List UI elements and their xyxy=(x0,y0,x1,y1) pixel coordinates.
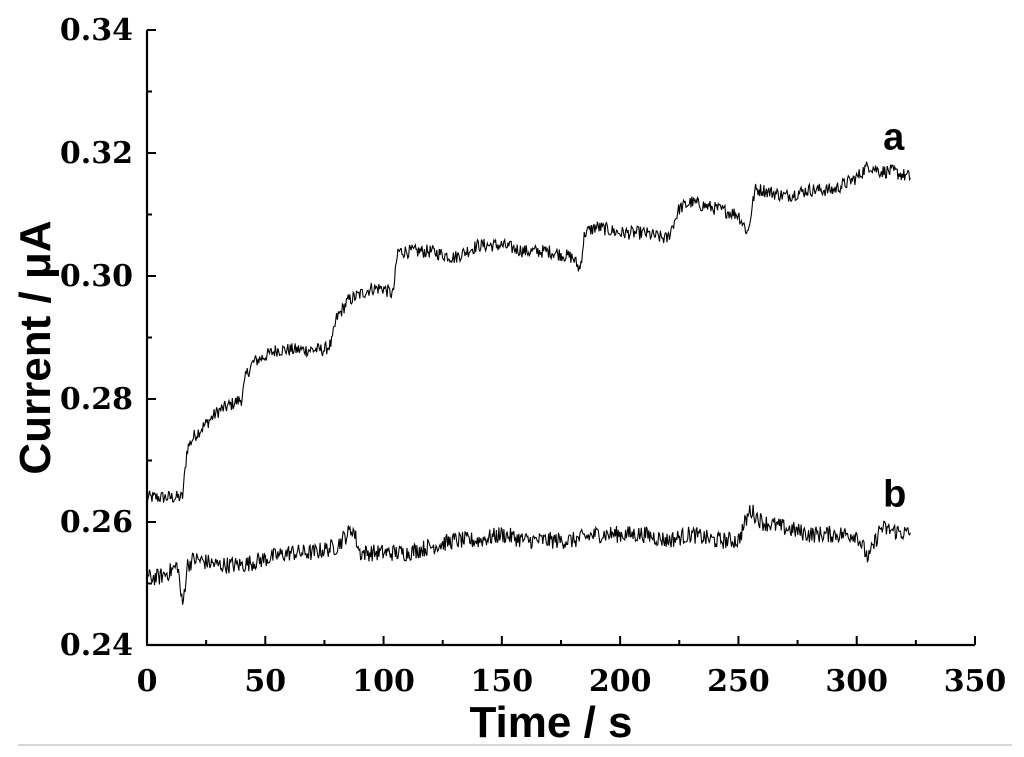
series-line-a xyxy=(146,161,911,503)
x-tick-label: 50 xyxy=(244,664,286,699)
x-tick-label: 100 xyxy=(352,664,415,699)
y-tick-label: 0.34 xyxy=(60,13,133,48)
series-label-b: b xyxy=(883,473,906,515)
y-tick-label: 0.32 xyxy=(60,136,133,171)
x-tick-label: 200 xyxy=(589,664,652,699)
x-tick-label: 300 xyxy=(825,664,888,699)
y-tick-label: 0.28 xyxy=(60,382,133,417)
x-axis-title: Time / s xyxy=(469,698,632,747)
series-label-a: a xyxy=(883,117,905,159)
series-line-b xyxy=(146,504,911,605)
y-tick-label: 0.24 xyxy=(60,628,133,663)
series-group xyxy=(146,161,911,605)
axes xyxy=(145,30,975,647)
x-tick-label: 0 xyxy=(137,664,158,699)
y-axis-title: Current / μA xyxy=(11,220,60,474)
tick-labels: 0.24 0.26 0.28 0.30 0.32 0.34 0 50 100 150 200 250 3… xyxy=(60,13,1006,699)
x-tick-label: 250 xyxy=(707,664,770,699)
series-labels: ab xyxy=(883,117,906,516)
y-tick-label: 0.26 xyxy=(60,505,133,540)
x-tick-label: 350 xyxy=(944,664,1007,699)
x-tick-label: 150 xyxy=(471,664,534,699)
y-tick-label: 0.30 xyxy=(60,259,133,294)
axis-lines xyxy=(145,30,975,647)
